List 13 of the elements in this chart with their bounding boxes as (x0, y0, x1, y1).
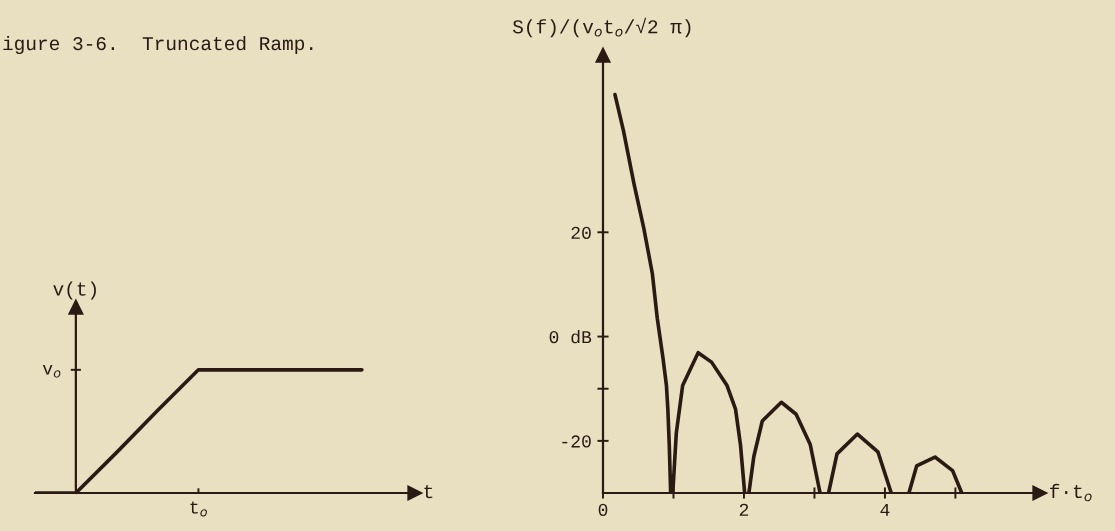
text: t$_{o}$ (190, 501, 207, 517)
x-tick-label: 0 (598, 503, 608, 516)
y-tick-label: 0 dB (549, 330, 592, 344)
y-axis-title: v(t) (53, 281, 96, 300)
y-axis-title: S(f)/(v$_{o}$t$_{o}$/√2 π) (512, 17, 691, 38)
chart-title: igure 3-6. Truncated Ramp. (3, 35, 313, 55)
y-tick-label: -20 (562, 435, 591, 448)
x-axis-title: t (424, 485, 433, 499)
x-tick-label: 4 (880, 503, 890, 516)
y-tick-label: 20 (571, 226, 591, 240)
x-tick-label: 2 (739, 503, 749, 516)
x-axis-title: f·t$_{o}$ (1050, 483, 1092, 502)
annotation: v$_{o}$ (42, 364, 61, 378)
